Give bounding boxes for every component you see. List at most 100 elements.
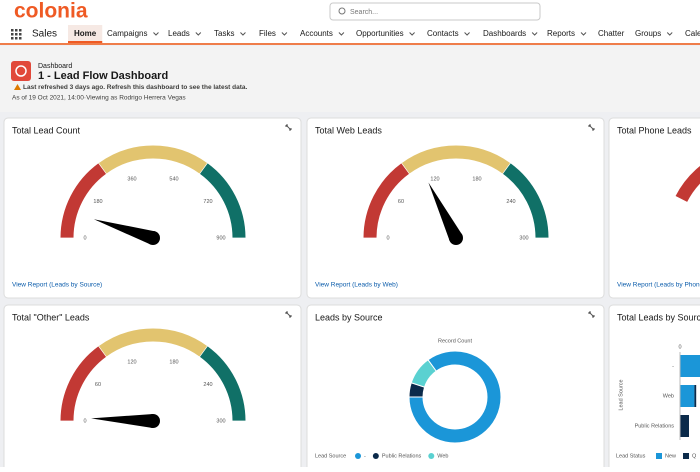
header-bg xyxy=(0,46,700,112)
gauge-band xyxy=(401,145,511,174)
gauge-needle xyxy=(93,219,156,245)
nav-item[interactable]: Files xyxy=(259,29,276,38)
card-title: Total Leads by Source xyxy=(617,312,700,322)
nav-chevron xyxy=(195,32,202,36)
legend-title: Lead Source xyxy=(315,453,346,459)
nav-item[interactable]: Groups xyxy=(635,29,661,38)
gauge-tick-label: 0 xyxy=(386,235,389,241)
card xyxy=(608,304,700,472)
card-link[interactable]: View Report (Leads by Web) xyxy=(315,282,398,289)
card-title: Total "Other" Leads xyxy=(12,312,90,322)
gauge-tick-label: 180 xyxy=(472,176,481,182)
card-title: Total Lead Count xyxy=(12,125,81,135)
donut-slice xyxy=(410,359,437,388)
legend-label: Public Relations xyxy=(382,453,422,459)
header-as-of: As of 19 Oct 2021, 14:00·Viewing as Rodr… xyxy=(12,95,186,102)
nav-item[interactable]: Chatter xyxy=(598,29,625,38)
search-placeholder: Search... xyxy=(350,9,378,16)
gauge-tick-label: 300 xyxy=(216,418,225,424)
gauge-hub xyxy=(449,231,463,245)
card xyxy=(306,304,605,472)
bar xyxy=(680,415,689,437)
bar xyxy=(680,385,695,407)
gauge-band xyxy=(199,346,246,421)
gauge-tick-label: 180 xyxy=(93,199,102,205)
nav-item[interactable]: Accounts xyxy=(300,29,333,38)
nav-item[interactable]: Leads xyxy=(168,29,190,38)
gauge-tick-label: 0 xyxy=(83,418,86,424)
nav-active-bg xyxy=(68,25,103,43)
y-tick-label: - xyxy=(672,363,674,369)
legend-swatch xyxy=(656,453,662,459)
legend-label: New xyxy=(665,453,676,459)
chart-label: Record Count xyxy=(438,338,472,344)
nav-chevron xyxy=(531,32,538,36)
x-tick-label: 0 xyxy=(678,344,681,350)
card-title: Total Phone Leads xyxy=(617,125,692,135)
nav-active-line xyxy=(68,41,103,43)
nav-item[interactable]: Dashboards xyxy=(483,29,526,38)
gauge-tick-label: 0 xyxy=(83,235,86,241)
donut-slice xyxy=(408,350,502,444)
gauge-tick-label: 360 xyxy=(127,176,136,182)
app-launcher[interactable] xyxy=(11,29,22,40)
nav-chevron xyxy=(240,32,246,36)
gauge-band xyxy=(98,328,208,357)
nav-item[interactable]: Home xyxy=(74,29,97,38)
card xyxy=(3,304,302,472)
nav-chevron xyxy=(666,32,673,36)
app-name: Sales xyxy=(32,29,57,40)
legend-label: - xyxy=(364,453,366,459)
nav-item[interactable]: Cale xyxy=(685,29,700,38)
gauge-tick-label: 540 xyxy=(169,176,178,182)
legend-swatch xyxy=(372,453,379,459)
nav-item[interactable]: Contacts xyxy=(427,29,459,38)
header-warning: Last refreshed 3 days ago. Refresh this … xyxy=(23,84,248,91)
legend-label: Web xyxy=(437,453,448,459)
card-title: Total Web Leads xyxy=(315,125,382,135)
card xyxy=(306,117,605,299)
gauge-hub xyxy=(146,231,160,245)
gauge-tick-label: 240 xyxy=(506,199,515,205)
nav-item[interactable]: Campaigns xyxy=(107,29,147,38)
expand-icon xyxy=(285,311,292,318)
gauge-tick-label: 120 xyxy=(430,176,439,182)
gauge-band xyxy=(363,163,410,238)
gauge-tick-label: 300 xyxy=(519,235,528,241)
legend-swatch xyxy=(355,453,361,459)
gauge-needle xyxy=(91,414,154,428)
card xyxy=(608,117,700,299)
gauge-band xyxy=(60,163,107,238)
legend-swatch xyxy=(683,453,690,459)
y-axis-label: Lead Source xyxy=(618,379,624,410)
nav-item[interactable]: Opportunities xyxy=(356,29,404,38)
gauge-tick-label: 900 xyxy=(216,235,225,241)
gauge-tick-label: 180 xyxy=(169,359,178,365)
nav-underline xyxy=(0,43,700,45)
gauge-tick-label: 60 xyxy=(95,382,101,388)
header-type: Dashboard xyxy=(38,63,72,70)
dashboard-icon-glyph xyxy=(15,65,27,77)
legend-label: Q xyxy=(692,453,697,459)
gauge-tick-label: 120 xyxy=(127,359,136,365)
expand-icon xyxy=(285,124,292,131)
y-tick-label: Public Relations xyxy=(635,423,675,429)
header-title: 1 - Lead Flow Dashboard xyxy=(38,70,168,82)
nav-item[interactable]: Reports xyxy=(547,29,575,38)
search-box[interactable] xyxy=(329,2,541,21)
nav-chevron xyxy=(153,32,159,36)
legend-title: Lead Status xyxy=(616,453,646,459)
gauge-band xyxy=(502,163,549,238)
nav-chevron xyxy=(281,32,288,36)
brand: colonia xyxy=(14,0,88,23)
gauge-band xyxy=(60,346,107,421)
nav-item[interactable]: Tasks xyxy=(214,29,234,38)
bar xyxy=(694,385,697,407)
card-link[interactable]: View Report (Leads by Phone xyxy=(617,282,700,289)
gauge-tick-label: 720 xyxy=(203,199,212,205)
gauge-tick-label: 240 xyxy=(203,382,212,388)
warning-icon xyxy=(14,84,21,90)
card-link[interactable]: View Report (Leads by Source) xyxy=(12,282,102,289)
